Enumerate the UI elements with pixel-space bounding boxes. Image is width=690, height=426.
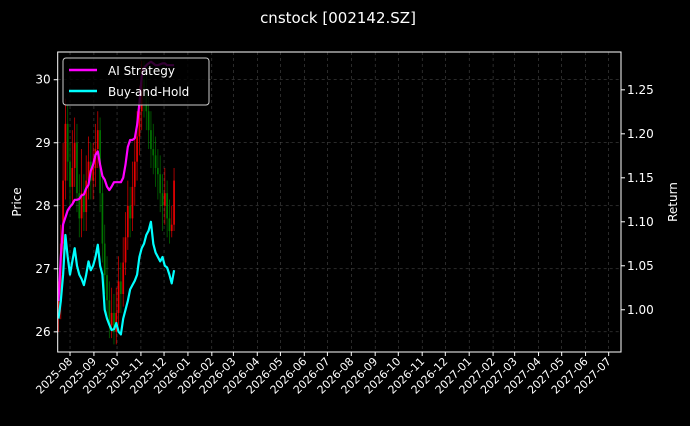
chart-title: cnstock [002142.SZ]: [260, 9, 416, 27]
candle-body: [163, 193, 166, 206]
candle-body: [73, 142, 76, 168]
candle-body: [152, 149, 155, 156]
candle-body: [156, 167, 159, 175]
candle-body: [170, 224, 173, 231]
legend: AI Strategy Buy-and-Hold: [62, 57, 210, 106]
candle-body: [122, 262, 125, 295]
candle-body: [168, 218, 171, 231]
y-left-tick-label: 28: [35, 199, 50, 213]
candle-body: [136, 136, 138, 162]
buy-hold-line: [57, 220, 176, 336]
candle-body: [119, 281, 122, 295]
legend-label-buy-hold: Buy-and-Hold: [108, 85, 189, 99]
candle-body: [78, 193, 81, 219]
y-axis-left-label: Price: [10, 187, 24, 216]
candle-body: [62, 180, 64, 244]
candle-body: [131, 186, 134, 219]
candle-body: [154, 155, 157, 168]
y-left-tick-label: 30: [35, 73, 50, 87]
candle-body: [117, 281, 120, 313]
candle-body: [173, 180, 175, 225]
candle-body: [57, 300, 60, 313]
y-left-tick-label: 26: [35, 325, 50, 339]
y-right-tick-label: 1.10: [627, 215, 654, 229]
candle-body: [150, 130, 152, 150]
candle-body: [64, 123, 67, 181]
candle-body: [85, 180, 88, 213]
candle-body: [147, 111, 150, 131]
candle-body: [108, 300, 111, 326]
candle-body: [110, 312, 113, 326]
y-right-tick-label: 1.05: [627, 259, 654, 273]
candle-body: [76, 142, 78, 194]
candle-body: [138, 111, 141, 137]
candle-body: [92, 167, 95, 181]
candle-body: [96, 130, 99, 150]
candle-body: [71, 167, 74, 187]
y-left-tick-label: 27: [35, 262, 50, 276]
candle-body: [133, 161, 136, 187]
y-axis-right: 1.00 1.05 1.10 1.15 1.20 1.25: [621, 83, 654, 317]
y-right-tick-label: 1.25: [627, 83, 654, 97]
y-axis-left: 26 27 28 29 30: [35, 73, 58, 339]
candle-body: [101, 193, 104, 244]
candle-body: [159, 174, 162, 194]
candle-body: [126, 205, 129, 238]
y-right-tick-label: 1.20: [627, 127, 654, 141]
plot-frame: [57, 51, 622, 353]
y-axis-right-label: Return: [666, 182, 680, 222]
candle-body: [113, 312, 115, 332]
candle-body: [124, 237, 127, 263]
candle-body: [166, 193, 169, 219]
candle-body: [80, 193, 83, 219]
candle-body: [103, 243, 106, 276]
candle-body: [106, 275, 108, 301]
candle-body: [87, 161, 90, 181]
y-right-tick-label: 1.00: [627, 303, 654, 317]
legend-box: [62, 57, 210, 106]
candle-body: [161, 193, 164, 206]
candle-body: [83, 193, 85, 213]
candle-body: [129, 205, 132, 219]
legend-label-strategy: AI Strategy: [108, 64, 175, 78]
candle-body: [66, 123, 69, 162]
y-left-tick-label: 29: [35, 136, 50, 150]
y-right-tick-label: 1.15: [627, 171, 654, 185]
candle-body: [69, 161, 71, 187]
